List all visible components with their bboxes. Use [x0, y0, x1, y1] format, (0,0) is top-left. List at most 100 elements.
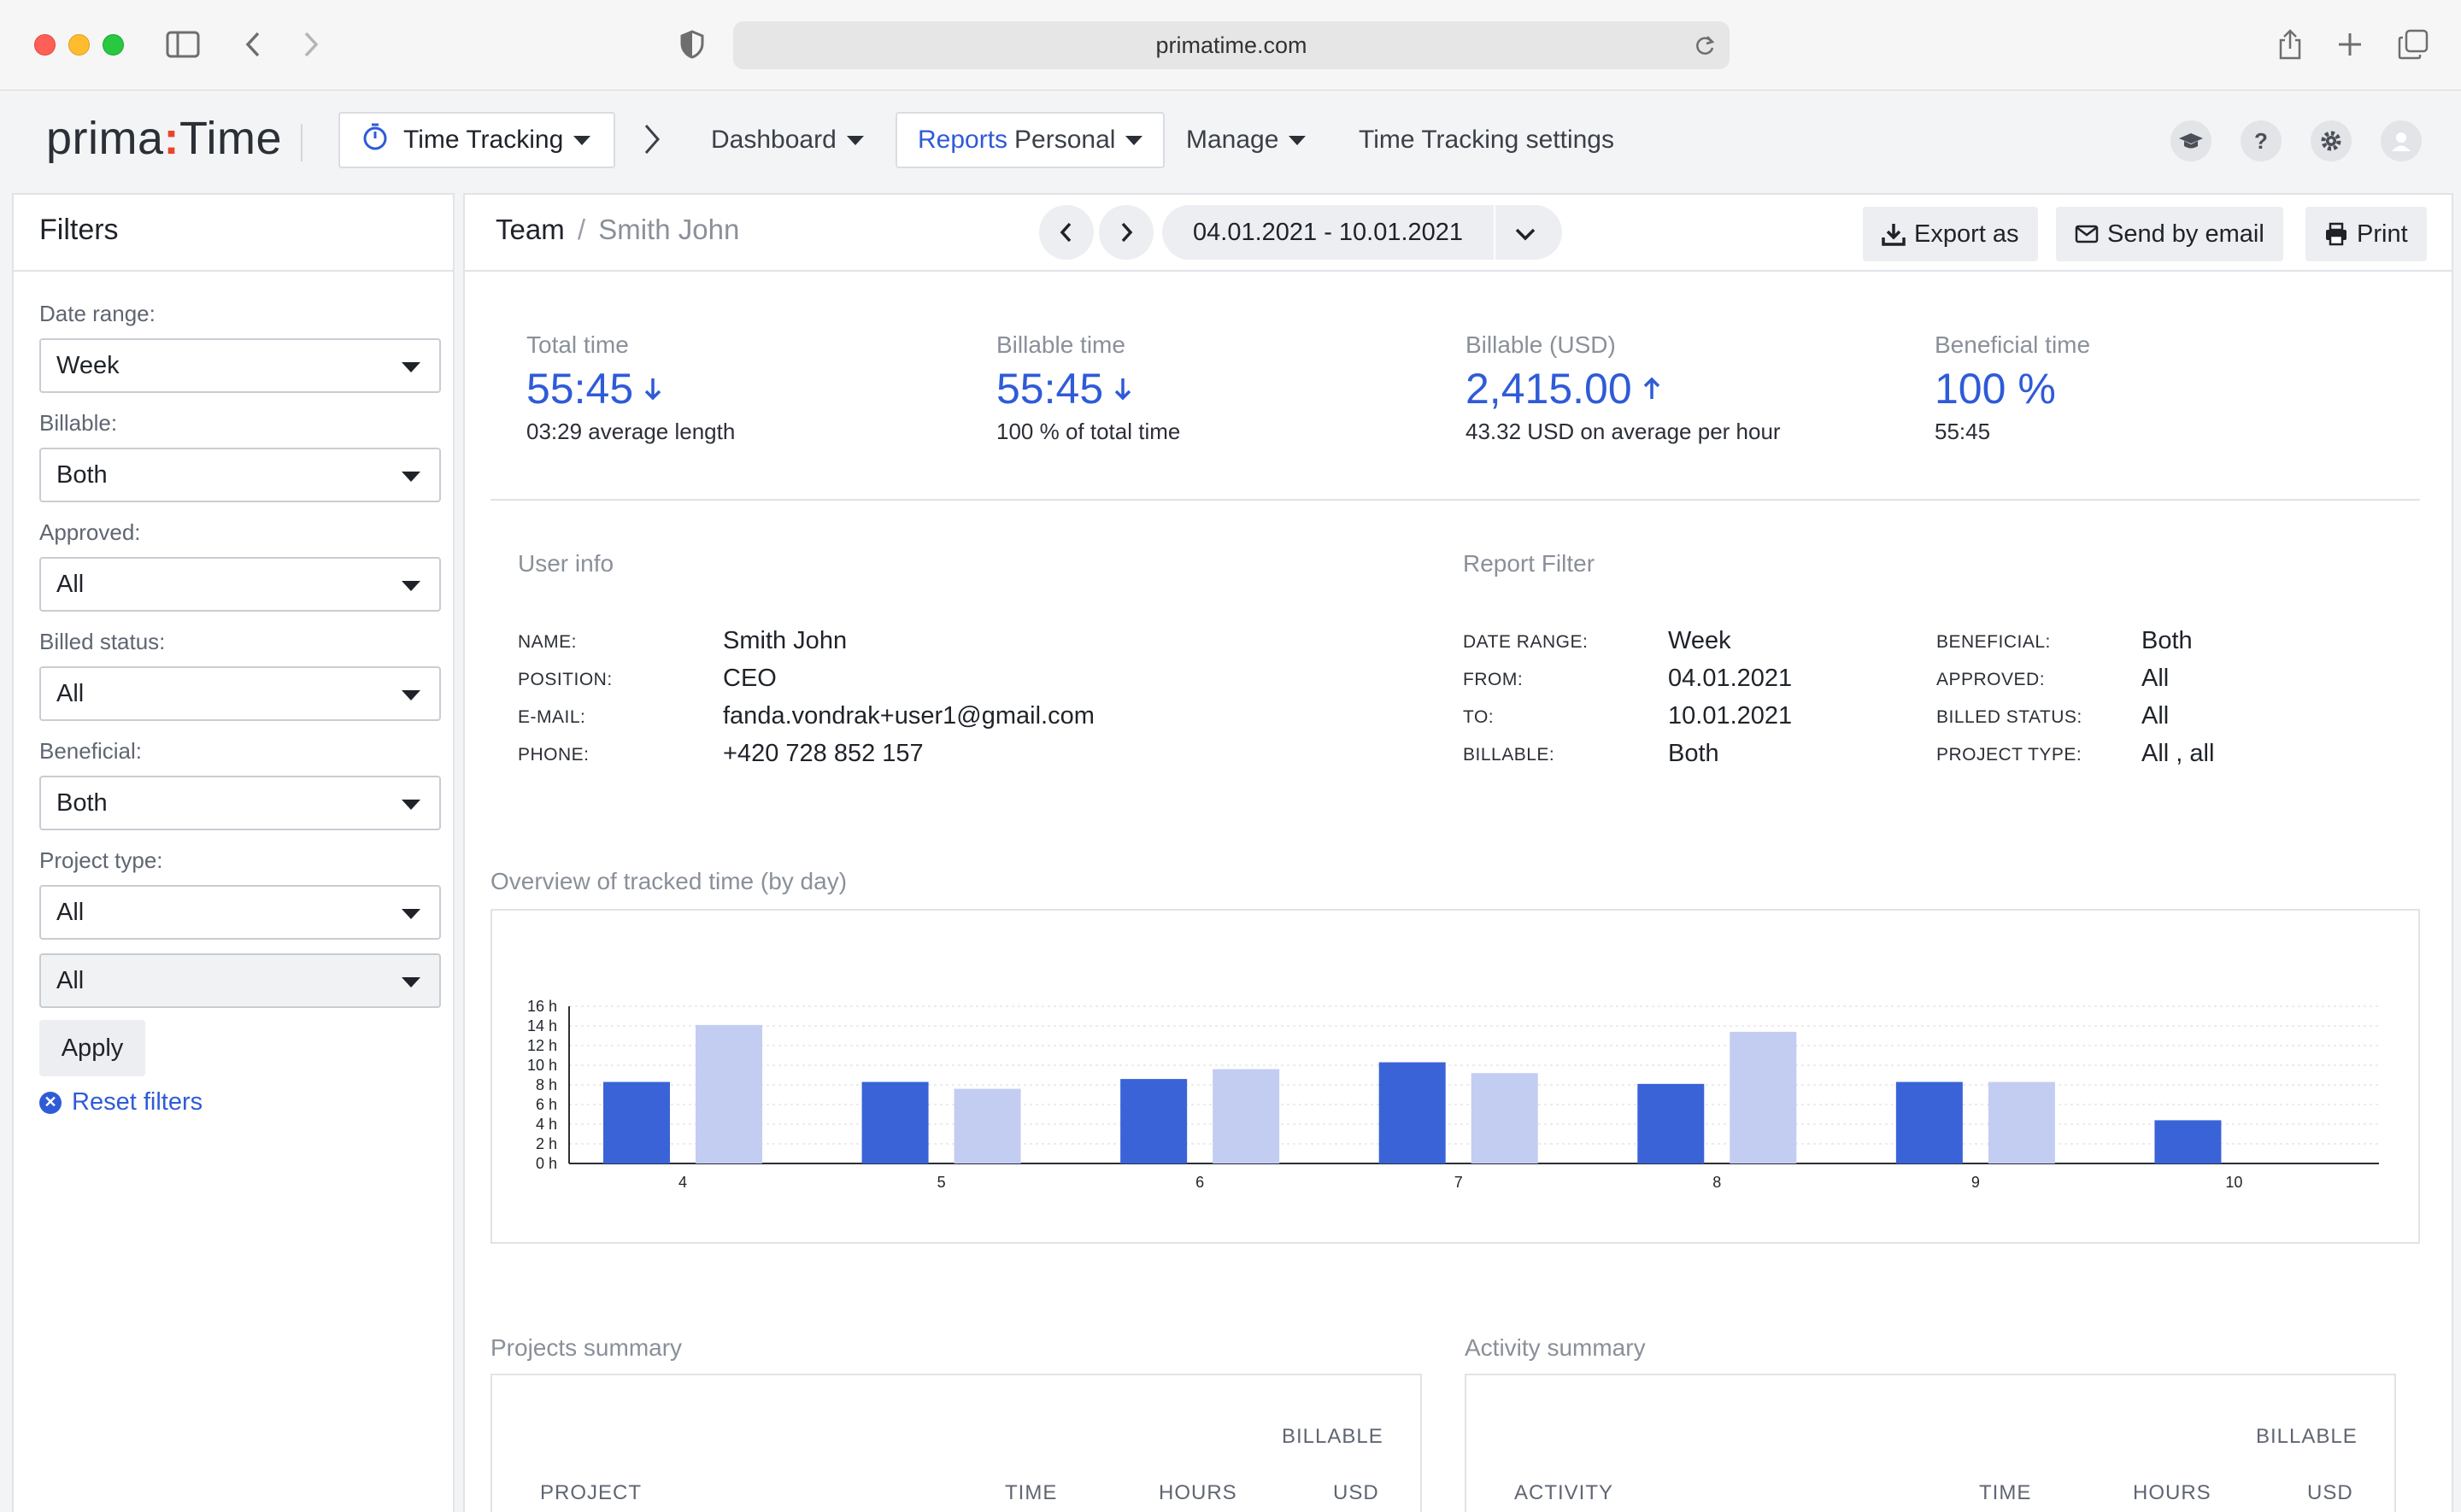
projects-summary-table: BILLABLE PROJECT TIME HOURS USD	[490, 1374, 1422, 1512]
breadcrumb-person: Smith John	[598, 214, 740, 245]
project-subtype-select[interactable]: All	[39, 953, 441, 1008]
activity-col-activity[interactable]: ACTIVITY	[1514, 1481, 1614, 1504]
chart-x-tick-label: 9	[1971, 1174, 1980, 1191]
stat-billable-sub: 100 % of total time	[996, 419, 1181, 444]
approved-select[interactable]: All	[39, 557, 441, 612]
email-value: fanda.vondrak+user1@gmail.com	[723, 702, 1095, 730]
rf-project-type-value: All , all	[2141, 740, 2215, 767]
projects-billable-header: BILLABLE	[1282, 1425, 1383, 1448]
send-by-email-button[interactable]: Send by email	[2056, 207, 2283, 261]
download-icon	[1882, 224, 1906, 246]
activity-col-hours[interactable]: HOURS	[2133, 1481, 2211, 1504]
arrow-down-icon	[644, 378, 661, 401]
back-icon[interactable]	[236, 27, 270, 62]
stat-total-label: Total time	[526, 331, 629, 358]
chart-bar	[1120, 1079, 1188, 1163]
close-circle-icon: ✕	[39, 1091, 62, 1114]
beneficial-select[interactable]: Both	[39, 776, 441, 830]
address-bar[interactable]: primatime.com	[733, 21, 1730, 69]
rf-date-range-key: DATE RANGE:	[1463, 632, 1589, 652]
billed-status-select[interactable]: All	[39, 666, 441, 721]
reload-icon[interactable]	[1694, 33, 1716, 63]
close-window-button[interactable]	[34, 34, 56, 56]
stat-total-value: 55:45	[526, 365, 634, 413]
new-tab-icon[interactable]	[2333, 27, 2367, 62]
reset-filters-link[interactable]: ✕ Reset filters	[39, 1088, 203, 1116]
nav-time-tracking-settings[interactable]: Time Tracking settings	[1359, 112, 1614, 168]
billable-label: Billable:	[39, 410, 118, 436]
print-button[interactable]: Print	[2305, 207, 2427, 261]
tab-overview-icon[interactable]	[2396, 27, 2430, 62]
projects-summary-title: Projects summary	[490, 1334, 683, 1361]
chart-x-tick-label: 10	[2225, 1174, 2242, 1191]
rf-billable-key: BILLABLE:	[1463, 745, 1555, 765]
overview-title: Overview of tracked time (by day)	[490, 868, 848, 894]
stat-billable-value-row: 55:45	[996, 364, 1180, 413]
app-header: prima:Time Time Tracking Dashboard Repor…	[0, 91, 2461, 192]
stat-total-time: Total time 55:45 03:29 average length	[526, 331, 735, 445]
project-type-select[interactable]: All	[39, 885, 441, 940]
date-range-picker[interactable]: 04.01.2021 - 10.01.2021	[1162, 205, 1562, 260]
graduation-cap-icon[interactable]	[2170, 120, 2211, 161]
rf-from-value: 04.01.2021	[1668, 665, 1793, 692]
projects-col-time[interactable]: TIME	[1005, 1481, 1058, 1504]
nav-dashboard[interactable]: Dashboard	[711, 112, 864, 168]
rf-beneficial-key: BENEFICIAL:	[1936, 632, 2051, 652]
chart-bar	[954, 1088, 1021, 1163]
stat-billable-usd: Billable (USD) 2,415.00 43.32 USD on ave…	[1465, 331, 1781, 445]
date-range-text: 04.01.2021 - 10.01.2021	[1193, 219, 1464, 246]
shield-icon[interactable]	[675, 27, 709, 62]
arrow-up-icon	[1643, 377, 1659, 399]
phone-key: PHONE:	[518, 745, 590, 765]
phone-value: +420 728 852 157	[723, 740, 924, 767]
chart-bar	[1471, 1073, 1538, 1163]
rf-billed-status-key: BILLED STATUS:	[1936, 707, 2082, 727]
chart-y-tick-label: 0 h	[536, 1155, 557, 1172]
forward-icon[interactable]	[294, 27, 328, 62]
projects-col-usd[interactable]: USD	[1333, 1481, 1379, 1504]
avatar-icon[interactable]	[2381, 120, 2422, 161]
maximize-window-button[interactable]	[103, 34, 124, 56]
nav-settings-label: Time Tracking settings	[1359, 126, 1614, 154]
date-range-select[interactable]: Week	[39, 338, 441, 393]
next-period-button[interactable]	[1099, 205, 1154, 260]
app-logo[interactable]: prima:Time	[46, 112, 282, 165]
caret-down-icon	[402, 581, 420, 591]
module-switcher[interactable]: Time Tracking	[338, 112, 615, 168]
browser-chrome: primatime.com	[0, 0, 2461, 91]
date-range-label: Date range:	[39, 301, 156, 326]
help-icon[interactable]: ?	[2241, 120, 2282, 161]
nav-reports[interactable]: Reports Personal	[896, 112, 1166, 168]
rf-from-key: FROM:	[1463, 670, 1524, 689]
share-icon[interactable]	[2273, 27, 2307, 62]
chart-x-tick-label: 4	[678, 1174, 687, 1191]
billable-select[interactable]: Both	[39, 448, 441, 502]
report-panel: Team / Smith John 04.01.2021 - 10.01.202…	[463, 193, 2453, 1512]
stat-usd-label: Billable (USD)	[1465, 331, 1616, 358]
chart-y-tick-label: 2 h	[536, 1135, 557, 1152]
apply-button[interactable]: Apply	[39, 1020, 145, 1076]
breadcrumb-team[interactable]: Team	[496, 214, 565, 245]
rf-billed-status-value: All	[2141, 702, 2170, 730]
activity-col-usd[interactable]: USD	[2307, 1481, 2353, 1504]
previous-period-button[interactable]	[1039, 205, 1094, 260]
projects-col-project[interactable]: PROJECT	[540, 1481, 643, 1504]
stat-usd-value: 2,415.00	[1465, 365, 1632, 413]
activity-col-time[interactable]: TIME	[1979, 1481, 2032, 1504]
caret-down-icon	[402, 472, 420, 482]
stat-total-value-row: 55:45	[526, 364, 735, 413]
rf-approved-value: All	[2141, 665, 2170, 692]
gear-icon[interactable]	[2311, 120, 2352, 161]
sidebar-toggle-icon[interactable]	[166, 27, 200, 62]
minimize-window-button[interactable]	[68, 34, 90, 56]
chart-y-tick-label: 10 h	[527, 1057, 557, 1074]
send-by-email-label: Send by email	[2107, 220, 2264, 248]
chevron-down-icon[interactable]	[1514, 220, 1536, 249]
activity-summary-table: BILLABLE ACTIVITY TIME HOURS USD	[1465, 1374, 2396, 1512]
stat-beneficial-label: Beneficial time	[1935, 331, 2091, 358]
projects-col-hours[interactable]: HOURS	[1159, 1481, 1237, 1504]
approved-value: All	[56, 570, 85, 598]
export-button[interactable]: Export as	[1863, 207, 2038, 261]
chart-bar	[1213, 1069, 1280, 1163]
nav-manage[interactable]: Manage	[1186, 112, 1307, 168]
